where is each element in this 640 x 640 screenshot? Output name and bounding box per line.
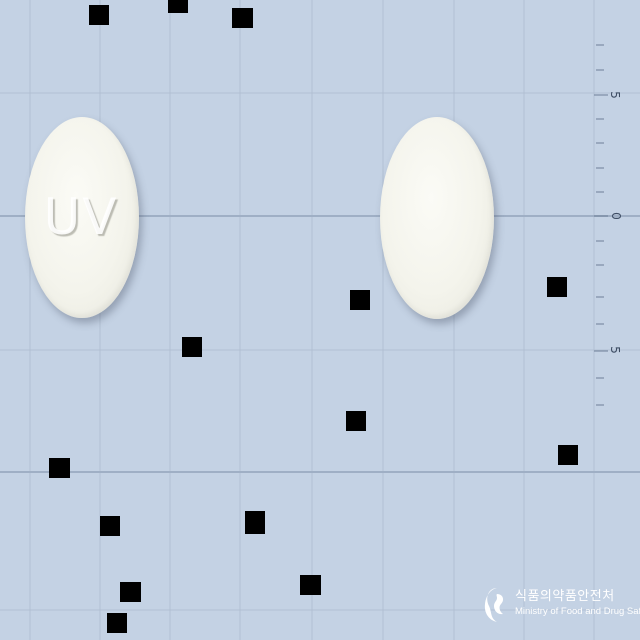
logo-english-text: Ministry of Food and Drug Safety [515, 606, 640, 617]
ministry-logo: 식품의약품안전처 Ministry of Food and Drug Safet… [484, 582, 640, 628]
redaction-mark [300, 575, 321, 595]
ruler-label-top: 5 [607, 91, 622, 99]
redaction-mark [100, 516, 120, 536]
redaction-mark [232, 8, 253, 28]
redaction-mark [120, 582, 141, 602]
redaction-mark [168, 0, 188, 13]
redaction-mark [182, 337, 202, 357]
redaction-mark [558, 445, 578, 465]
pill-front: UV [25, 117, 139, 318]
redaction-mark [350, 290, 370, 310]
ruler-label-bottom: 5 [607, 346, 622, 354]
taegeuk-emblem-icon [484, 588, 504, 622]
redaction-mark [547, 277, 567, 297]
redaction-mark [107, 613, 127, 633]
redaction-mark [89, 5, 109, 25]
logo-korean-text: 식품의약품안전처 [515, 589, 615, 604]
ruler-label-zero: 0 [608, 212, 623, 220]
redaction-mark [245, 511, 265, 534]
redaction-mark [49, 458, 70, 478]
redaction-mark [346, 411, 366, 431]
pill-back [380, 117, 494, 319]
pill-imprint: UV [44, 189, 120, 247]
